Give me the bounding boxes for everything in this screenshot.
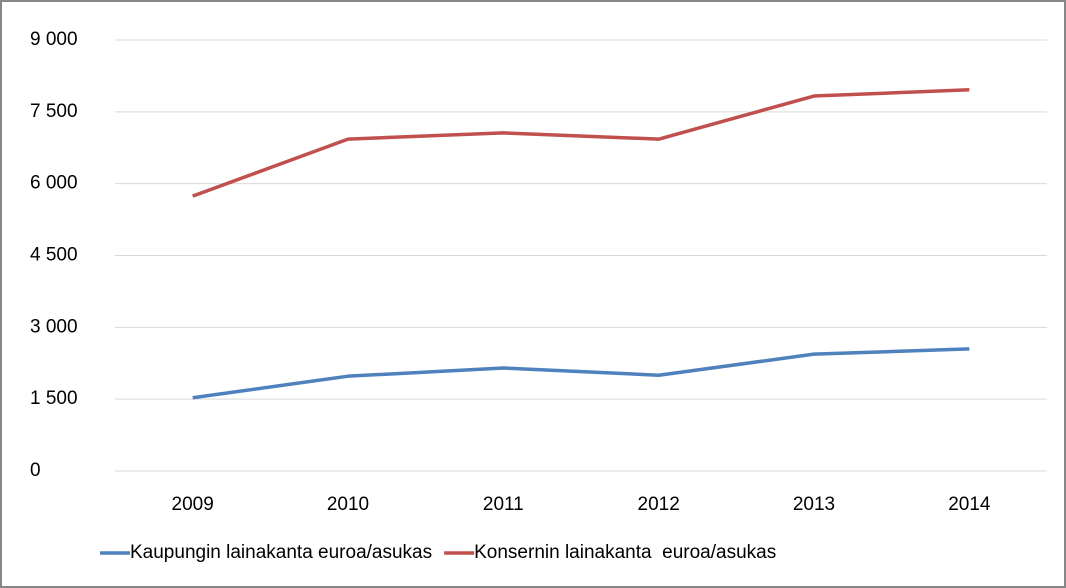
x-tick-label: 2014	[948, 494, 991, 515]
y-tick-label: 1 500	[30, 388, 78, 409]
x-tick-label: 2010	[327, 494, 369, 515]
x-tick-label: 2013	[793, 494, 835, 515]
y-tick-label: 4 500	[30, 245, 78, 266]
y-tick-label: 9 000	[30, 29, 78, 50]
y-tick-label: 6 000	[30, 173, 78, 194]
y-tick-label: 3 000	[30, 316, 78, 337]
x-tick-label: 2012	[638, 494, 680, 515]
x-tick-label: 2011	[483, 494, 524, 515]
y-tick-label: 0	[30, 460, 41, 481]
legend-label: Konsernin lainakanta euroa/asukas	[474, 542, 776, 563]
x-tick-label: 2009	[172, 494, 214, 515]
legend-label: Kaupungin lainakanta euroa/asukas	[130, 542, 432, 563]
series-line	[192, 88, 970, 198]
y-tick-label: 7 500	[30, 101, 78, 122]
series-line	[192, 347, 970, 400]
